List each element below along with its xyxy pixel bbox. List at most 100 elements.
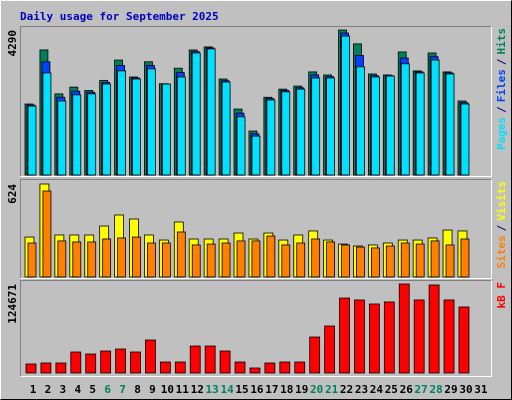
- bar: [415, 243, 425, 278]
- x-tick-label: 6: [104, 383, 111, 396]
- bar: [294, 361, 306, 374]
- bar: [324, 325, 336, 374]
- x-tick-label: 20: [310, 383, 323, 396]
- bar: [443, 299, 455, 374]
- legend: Pages / Files / Hits: [495, 28, 508, 150]
- bar: [100, 350, 112, 374]
- x-tick-label: 9: [149, 383, 156, 396]
- bar: [296, 88, 306, 176]
- bar: [102, 83, 112, 176]
- bar: [460, 238, 470, 278]
- bar: [385, 75, 395, 176]
- bar: [460, 103, 470, 176]
- x-tick-label: 4: [74, 383, 81, 396]
- bar: [281, 244, 291, 278]
- plot-bevel-light: [20, 179, 492, 279]
- bar: [279, 361, 291, 374]
- bar: [398, 283, 410, 374]
- bar: [415, 72, 425, 176]
- x-tick-label: 21: [325, 383, 339, 396]
- legend: kB F: [495, 282, 508, 309]
- bar: [204, 345, 216, 374]
- bar: [430, 240, 440, 278]
- bar: [70, 351, 82, 374]
- x-tick-label: 29: [444, 383, 457, 396]
- plot-bevel-light: [20, 280, 492, 377]
- bar: [326, 241, 336, 278]
- bar: [147, 242, 156, 278]
- bar: [311, 77, 321, 176]
- bar: [145, 339, 156, 374]
- bar: [117, 237, 126, 278]
- bar: [159, 361, 171, 374]
- bar: [383, 301, 395, 374]
- bar: [266, 235, 276, 278]
- bar: [234, 361, 246, 374]
- bar: [161, 242, 171, 278]
- bar: [25, 363, 37, 374]
- bar: [264, 362, 276, 374]
- bar: [27, 242, 37, 278]
- x-tick-label: 18: [280, 383, 293, 396]
- legend-entry: Visits: [495, 181, 508, 221]
- y-tick-label: 124671: [6, 284, 19, 324]
- y-tick-label: 4290: [6, 30, 19, 57]
- bar: [281, 91, 291, 176]
- bar: [85, 353, 97, 374]
- bar: [132, 78, 141, 176]
- legend-separator: /: [495, 106, 508, 113]
- plot-bevel-dark: [20, 26, 492, 177]
- x-tick-label: 22: [340, 383, 353, 396]
- bar: [42, 72, 52, 176]
- bar: [458, 306, 470, 374]
- legend-separator: /: [495, 224, 508, 231]
- bar: [72, 94, 82, 176]
- bar: [40, 362, 52, 374]
- bar: [309, 336, 321, 374]
- bar: [72, 241, 82, 278]
- bar: [339, 297, 350, 374]
- bar: [174, 361, 186, 374]
- y-tick-label: 624: [6, 184, 19, 204]
- bar: [413, 299, 425, 374]
- bar: [161, 83, 171, 176]
- bar: [368, 303, 380, 374]
- x-tick-label: 8: [134, 383, 141, 396]
- bar: [219, 350, 231, 374]
- bar: [132, 236, 141, 278]
- bar: [191, 244, 201, 278]
- bar: [117, 70, 126, 176]
- bar: [221, 242, 231, 278]
- bar: [176, 76, 186, 176]
- bar: [341, 244, 350, 278]
- bar: [370, 76, 380, 176]
- bar: [236, 116, 246, 176]
- bar: [445, 244, 455, 278]
- chart-title: Daily usage for September 2025: [20, 10, 219, 23]
- legend-entry: Files: [495, 69, 508, 102]
- bar: [430, 59, 440, 176]
- bar: [370, 247, 380, 278]
- bar: [42, 190, 52, 278]
- x-tick-label: 17: [265, 383, 278, 396]
- bar: [191, 52, 201, 176]
- plot-area: [20, 280, 491, 376]
- x-tick-label: 2: [45, 383, 52, 396]
- x-tick-label: 25: [385, 383, 398, 396]
- x-tick-label: 23: [355, 383, 368, 396]
- x-tick-label: 19: [295, 383, 308, 396]
- bar: [147, 68, 156, 176]
- bar: [356, 246, 365, 278]
- bar: [176, 231, 186, 278]
- bar: [354, 299, 365, 374]
- bar: [296, 242, 306, 278]
- bar: [87, 93, 97, 176]
- x-tick-label: 10: [161, 383, 174, 396]
- bar: [57, 240, 67, 278]
- plot-bevel-dark: [20, 280, 492, 377]
- x-tick-label: 16: [250, 383, 264, 396]
- bar: [251, 135, 261, 176]
- bar: [130, 351, 141, 374]
